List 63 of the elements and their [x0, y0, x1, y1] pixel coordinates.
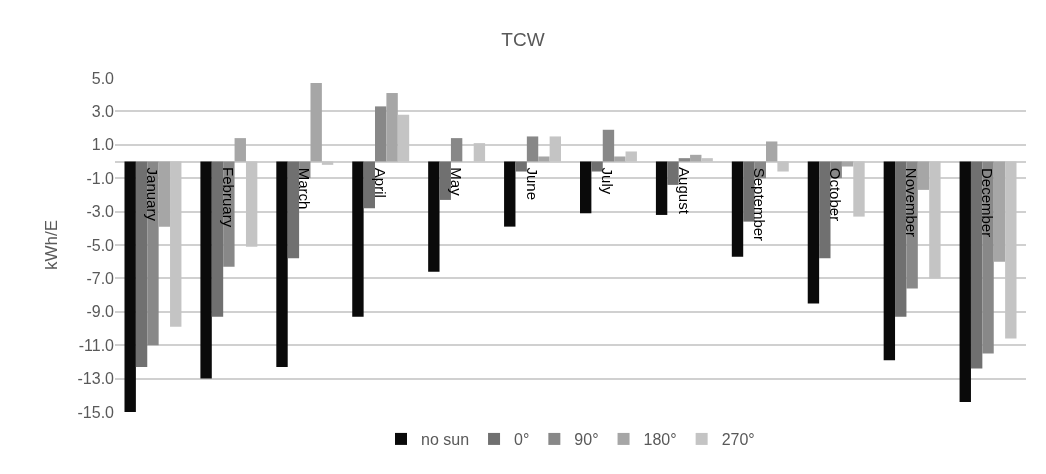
y-tick-label: 3.0 [91, 103, 115, 120]
x-tick-label: May [447, 167, 465, 197]
x-tick-label: January [144, 167, 162, 222]
y-tick-label: -9.0 [86, 303, 115, 321]
bar [515, 161, 527, 172]
x-tick-label: August [675, 167, 693, 215]
bar [526, 136, 539, 162]
bar [386, 93, 398, 162]
x-tick-label: October [827, 167, 845, 222]
bar [690, 154, 702, 162]
bar [375, 106, 387, 162]
x-tick-label: July [599, 167, 617, 195]
bar [287, 161, 300, 259]
bar [655, 161, 668, 215]
y-tick-label: -15.0 [77, 403, 115, 421]
legend-label: 180° [643, 431, 677, 449]
bar [678, 158, 691, 162]
bar [883, 161, 896, 361]
bar [276, 161, 288, 367]
y-tick-label: 1.0 [91, 136, 115, 154]
bar [310, 83, 322, 162]
bar [959, 161, 971, 402]
x-tick-label: February [219, 167, 237, 228]
bar [819, 161, 831, 259]
y-tick-label: -7.0 [86, 270, 115, 287]
bar [352, 161, 364, 317]
bar [504, 161, 516, 227]
legend-label: 270° [721, 431, 755, 449]
bar [807, 161, 820, 304]
bar [765, 141, 778, 162]
y-tick-label: -11.0 [78, 336, 115, 354]
bar [428, 161, 440, 272]
chart-title: TCW [501, 29, 545, 51]
y-tick-label: -5.0 [86, 236, 115, 254]
bar [158, 161, 171, 227]
bar [124, 161, 136, 412]
bar [614, 156, 626, 162]
y-tick-label: 5.0 [91, 69, 115, 87]
y-axis-title: kWh/E [42, 219, 62, 271]
bar [602, 129, 615, 162]
bar [917, 161, 930, 190]
bar [993, 161, 1006, 262]
x-tick-label: March [296, 167, 314, 210]
y-tick-label: -1.0 [86, 169, 115, 187]
y-tick-label: -3.0 [86, 203, 115, 221]
bar [450, 138, 463, 162]
bar [970, 161, 983, 369]
x-tick-label: September [751, 167, 769, 242]
bar [538, 156, 550, 162]
x-tick-label: November [903, 167, 921, 238]
bar [579, 161, 592, 214]
x-tick-label: June [523, 167, 541, 200]
bar [895, 161, 907, 317]
bar [731, 161, 744, 257]
bar [200, 161, 212, 379]
x-tick-label: December [979, 167, 997, 238]
bar [841, 161, 854, 167]
legend-label: no sun [421, 431, 470, 449]
legend-label: 90° [574, 431, 599, 449]
y-tick-label: -13.0 [77, 370, 115, 388]
bar [234, 138, 246, 162]
x-tick-label: April [372, 167, 390, 198]
legend-label: 0° [514, 431, 530, 449]
